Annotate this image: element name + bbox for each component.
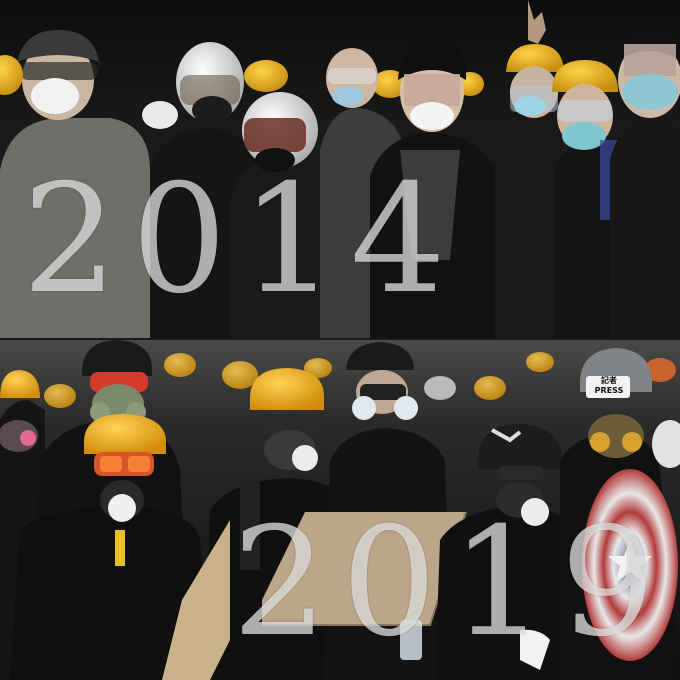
shield	[582, 469, 678, 661]
photo-panel-2014	[0, 0, 680, 340]
protester-figure	[400, 424, 595, 680]
protester-figure	[0, 55, 484, 129]
photo-panel-2019: 記者 PRESS	[0, 340, 680, 680]
crowd-photo-2014	[0, 0, 680, 340]
protester-figure	[495, 44, 565, 340]
protester-figure	[0, 30, 150, 340]
protester-figure	[230, 92, 340, 340]
protester-figure	[10, 414, 210, 680]
press-label: 記者 PRESS	[594, 376, 624, 395]
wooden-board	[162, 520, 230, 680]
protester-figure	[610, 26, 680, 340]
crowd-photo-2019	[0, 340, 680, 680]
year-label-2019: 2019	[232, 496, 670, 670]
protester-figure	[370, 40, 500, 340]
panel-divider	[0, 338, 680, 341]
year-label-2014: 2014	[22, 153, 460, 327]
